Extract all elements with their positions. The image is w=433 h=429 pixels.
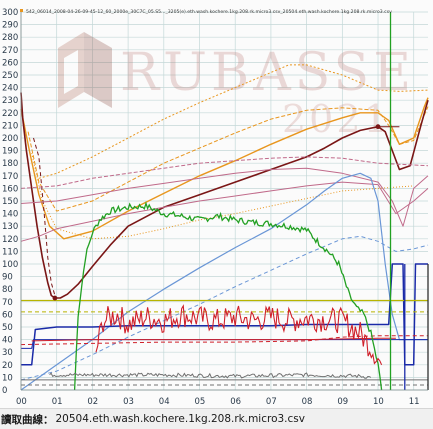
x-tick-label: 11: [409, 397, 420, 407]
y-tick-label: 180: [2, 159, 18, 169]
x-tick-label: 08: [302, 397, 313, 407]
y-tick-label: 140: [2, 210, 18, 220]
y-tick-label: 100: [2, 260, 18, 270]
series-orange_top_dotted: [38, 64, 429, 179]
watermark-year: 2021: [282, 97, 391, 141]
series-green_ror: [73, 201, 383, 391]
y-tick-label: 90: [2, 273, 13, 283]
series-red_power: [95, 304, 383, 366]
y-tick-label: 150: [2, 197, 18, 207]
y-tick-label: 190: [2, 147, 18, 157]
y-tick-label: 10: [2, 373, 13, 383]
y-tick-label: 20: [2, 361, 13, 371]
chart-series: [20, 12, 429, 391]
series-light_blue_dashed: [20, 235, 429, 381]
series-gray_noise: [49, 372, 372, 379]
series-red_lower: [31, 337, 396, 342]
x-tick-label: 09: [337, 397, 348, 407]
series-pink_upper: [20, 167, 429, 227]
y-tick-label: 280: [2, 33, 18, 43]
legend-text: 542_06014_2008-04-26-09-45-12_60_2000e_3…: [26, 9, 392, 15]
chart-axes: 0102030405060708090100110120130140150160…: [2, 8, 428, 407]
y-tick-label: 300: [2, 8, 18, 18]
y-tick-label: 170: [2, 172, 18, 182]
x-tick-label: 04: [159, 397, 170, 407]
y-tick-label: 160: [2, 184, 18, 194]
x-tick-label: 10: [373, 397, 384, 407]
legend-swatch: [20, 9, 23, 12]
y-tick-label: 260: [2, 58, 18, 68]
y-tick-label: 120: [2, 235, 18, 245]
y-tick-label: 60: [2, 310, 13, 320]
series-orange_dashed: [27, 106, 429, 212]
y-tick-label: 40: [2, 336, 13, 346]
y-tick-label: 50: [2, 323, 13, 333]
y-tick-label: 250: [2, 71, 18, 81]
x-tick-label: 03: [123, 397, 134, 407]
y-tick-label: 220: [2, 109, 18, 119]
series-pink_lower: [20, 181, 429, 242]
series-pink_dashed: [20, 156, 429, 189]
y-tick-label: 130: [2, 222, 18, 232]
y-tick-label: 0: [2, 386, 7, 396]
x-tick-label: 05: [195, 397, 206, 407]
watermark: RUBASSE 2021: [58, 32, 415, 141]
series-orange_dotted_low: [31, 152, 414, 240]
marker-end_point[interactable]: [375, 124, 381, 130]
x-tick-label: 07: [266, 397, 277, 407]
y-tick-label: 210: [2, 121, 18, 131]
watermark-brand: RUBASSE: [120, 43, 415, 103]
x-tick-label: 02: [87, 397, 98, 407]
y-tick-label: 230: [2, 96, 18, 106]
series-dark_red_bt: [20, 92, 429, 299]
y-tick-label: 30: [2, 348, 13, 358]
x-tick-label: 00: [16, 397, 27, 407]
legend-strip: 542_06014_2008-04-26-09-45-12_60_2000e_3…: [20, 9, 392, 15]
roast-profile-chart[interactable]: RUBASSE 2021 010203040506070809010011012…: [0, 0, 433, 408]
y-tick-label: 80: [2, 285, 13, 295]
status-file-name[interactable]: 20504.eth.wash.kochere.1kg.208.rk.micro3…: [55, 413, 305, 425]
y-tick-label: 290: [2, 21, 18, 31]
rubasse-logo-icon: [58, 32, 112, 108]
y-tick-label: 110: [2, 247, 18, 257]
x-tick-label: 01: [52, 397, 63, 407]
y-tick-label: 240: [2, 84, 18, 94]
marker-turning_point[interactable]: [52, 295, 58, 301]
y-tick-label: 270: [2, 46, 18, 56]
status-label: 讀取曲線：: [1, 413, 54, 426]
series-dark_red_dashed: [33, 137, 56, 296]
y-tick-label: 70: [2, 298, 13, 308]
x-tick-label: 06: [230, 397, 241, 407]
y-tick-label: 200: [2, 134, 18, 144]
status-bar: 讀取曲線： 20504.eth.wash.kochere.1kg.208.rk.…: [0, 408, 433, 429]
